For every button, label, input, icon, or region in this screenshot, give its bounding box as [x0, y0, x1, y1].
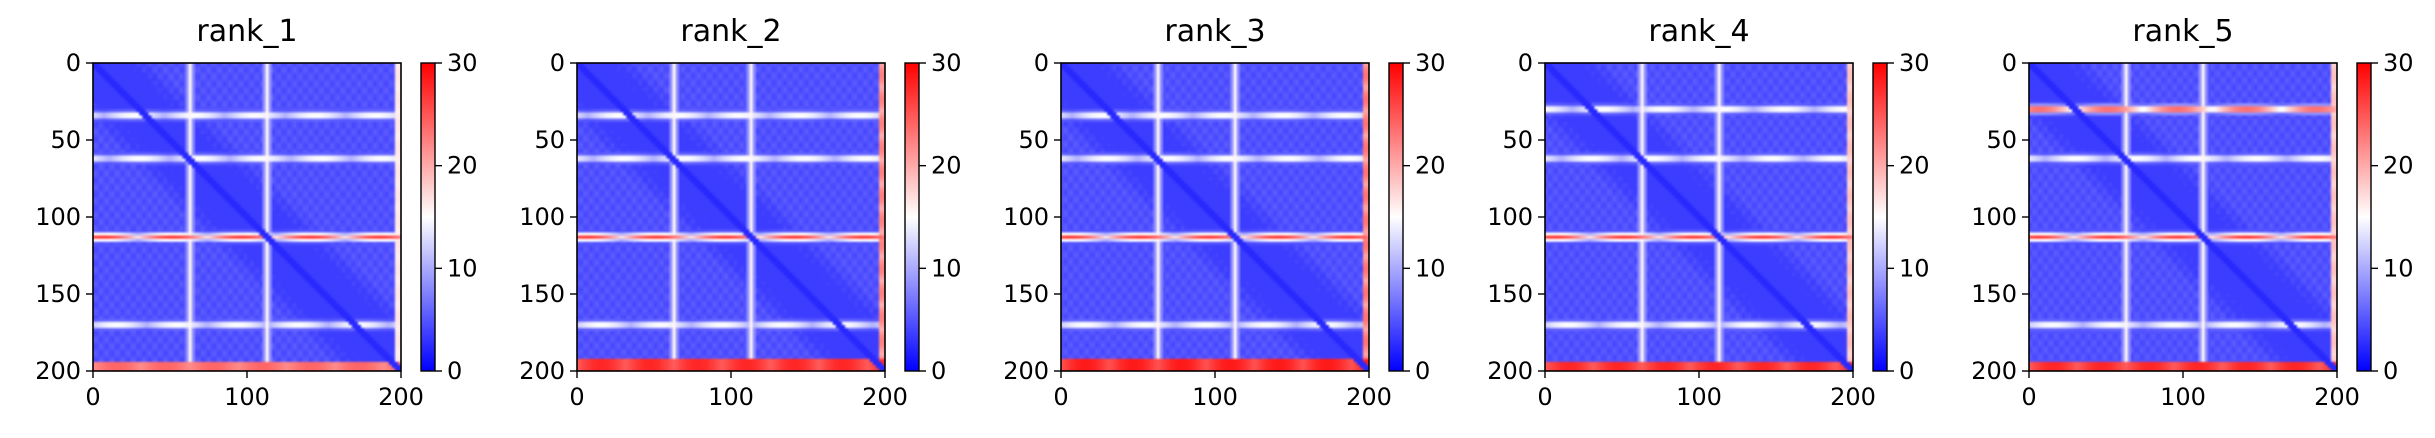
y-tick-label: 150 [35, 280, 81, 308]
x-tick-label: 200 [378, 383, 424, 411]
heatmap-image [1545, 63, 1853, 371]
heatmap-image [2029, 63, 2337, 371]
y-tick-label: 100 [519, 203, 565, 231]
colorbar-tick-label: 20 [2383, 152, 2414, 180]
x-tick-label: 200 [1830, 383, 1876, 411]
y-tick-label: 0 [1518, 49, 1533, 77]
colorbar-tick-label: 10 [1415, 254, 1446, 282]
y-tick-label: 100 [1003, 203, 1049, 231]
x-tick-label: 100 [1192, 383, 1238, 411]
x-tick-label: 100 [708, 383, 754, 411]
y-tick-label: 200 [519, 357, 565, 385]
y-tick-label: 50 [1502, 126, 1533, 154]
panel-title: rank_5 [2132, 14, 2234, 49]
x-tick-label: 200 [862, 383, 908, 411]
x-tick-label: 100 [1676, 383, 1722, 411]
y-tick-label: 200 [1003, 357, 1049, 385]
y-tick-label: 200 [1487, 357, 1533, 385]
y-tick-label: 0 [1034, 49, 1049, 77]
y-tick-label: 50 [534, 126, 565, 154]
panel-title: rank_2 [680, 14, 782, 49]
heatmap-panel-4: rank_4 0 100 200 0 50 100 150 200 0 10 20 30 [1452, 0, 1932, 438]
colorbar-tick-label: 0 [2383, 357, 2398, 385]
x-tick-label: 0 [85, 383, 100, 411]
y-tick-label: 0 [66, 49, 81, 77]
x-tick-label: 200 [2314, 383, 2360, 411]
heatmap-panel-1: rank_1 0 100 200 0 50 100 150 200 0 10 20 30 [0, 0, 480, 438]
panel-title: rank_3 [1164, 14, 1266, 49]
x-tick-label: 200 [1346, 383, 1392, 411]
heatmap-image [577, 63, 885, 371]
colorbar [1388, 62, 1404, 372]
y-tick-label: 50 [1986, 126, 2017, 154]
y-tick-label: 0 [550, 49, 565, 77]
colorbar-tick-label: 30 [931, 49, 962, 77]
heatmap-image [1061, 63, 1369, 371]
colorbar-tick-label: 30 [1415, 49, 1446, 77]
colorbar [2356, 62, 2372, 372]
colorbar-tick-label: 10 [1899, 254, 1930, 282]
colorbar-tick-label: 20 [1899, 152, 1930, 180]
x-tick-label: 100 [224, 383, 270, 411]
colorbar [904, 62, 920, 372]
x-tick-label: 0 [569, 383, 584, 411]
colorbar-tick-label: 30 [2383, 49, 2414, 77]
y-tick-label: 150 [1003, 280, 1049, 308]
colorbar-tick-label: 30 [447, 49, 478, 77]
colorbar-tick-label: 30 [1899, 49, 1930, 77]
heatmap-panel-5: rank_5 0 100 200 0 50 100 150 200 0 10 20 30 [1936, 0, 2416, 438]
panel-title: rank_1 [196, 14, 298, 49]
x-tick-label: 100 [2160, 383, 2206, 411]
colorbar-tick-label: 0 [1415, 357, 1430, 385]
y-tick-label: 0 [2002, 49, 2017, 77]
colorbar-tick-label: 0 [931, 357, 946, 385]
y-tick-label: 100 [1971, 203, 2017, 231]
colorbar-tick-label: 20 [931, 152, 962, 180]
y-tick-label: 150 [519, 280, 565, 308]
y-tick-label: 100 [1487, 203, 1533, 231]
colorbar-tick-label: 20 [1415, 152, 1446, 180]
y-tick-label: 150 [1487, 280, 1533, 308]
heatmap-image [93, 63, 401, 371]
heatmap-panel-3: rank_3 0 100 200 0 50 100 150 200 0 10 20 30 [968, 0, 1448, 438]
y-tick-label: 50 [1018, 126, 1049, 154]
y-tick-label: 150 [1971, 280, 2017, 308]
colorbar-tick-label: 0 [1899, 357, 1914, 385]
colorbar-tick-label: 20 [447, 152, 478, 180]
colorbar [1872, 62, 1888, 372]
y-tick-label: 200 [1971, 357, 2017, 385]
y-tick-label: 100 [35, 203, 81, 231]
colorbar-tick-label: 10 [447, 254, 478, 282]
colorbar-tick-label: 0 [447, 357, 462, 385]
y-tick-label: 200 [35, 357, 81, 385]
x-tick-label: 0 [2021, 383, 2036, 411]
y-tick-label: 50 [50, 126, 81, 154]
x-tick-label: 0 [1053, 383, 1068, 411]
panel-title: rank_4 [1648, 14, 1750, 49]
colorbar-tick-label: 10 [2383, 254, 2414, 282]
colorbar [420, 62, 436, 372]
colorbar-tick-label: 10 [931, 254, 962, 282]
x-tick-label: 0 [1537, 383, 1552, 411]
heatmap-panel-2: rank_2 0 100 200 0 50 100 150 200 0 10 20 30 [484, 0, 964, 438]
